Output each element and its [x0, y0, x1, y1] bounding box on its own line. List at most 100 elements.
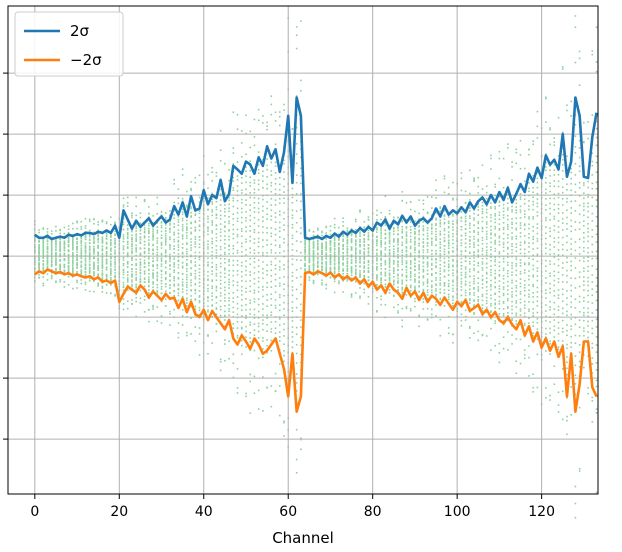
sample-point: [173, 178, 175, 181]
sample-point: [498, 177, 501, 180]
sample-point: [443, 228, 446, 230]
sample-point: [439, 263, 442, 266]
sample-point: [253, 242, 256, 244]
sample-point: [312, 249, 315, 252]
sample-point: [452, 264, 454, 267]
sample-point: [139, 278, 142, 280]
sample-point: [245, 203, 247, 206]
sample-point: [67, 265, 70, 268]
sample-point: [519, 140, 522, 142]
sample-point: [97, 282, 99, 285]
sample-point: [194, 221, 197, 224]
sample-point: [110, 270, 112, 273]
sample-point: [270, 263, 273, 266]
sample-point: [359, 273, 361, 276]
sample-point: [283, 420, 285, 423]
sample-point: [528, 217, 530, 220]
sample-point: [350, 274, 353, 277]
sample-point: [240, 211, 243, 214]
sample-point: [498, 307, 501, 310]
sample-point: [502, 210, 505, 213]
sample-point: [418, 272, 420, 274]
sample-point: [490, 216, 492, 219]
sample-point: [88, 249, 91, 251]
sample-point: [490, 297, 492, 300]
sample-point: [346, 270, 349, 272]
sample-point: [376, 226, 378, 229]
sample-point: [274, 244, 277, 247]
sample-point: [236, 336, 239, 339]
sample-point: [452, 220, 454, 223]
sample-point: [215, 217, 218, 219]
sample-point: [160, 273, 163, 276]
sample-point: [422, 233, 425, 236]
sample-point: [228, 274, 230, 276]
sample-point: [262, 319, 264, 321]
sample-point: [143, 232, 146, 234]
sample-point: [148, 262, 150, 264]
sample-point: [262, 122, 264, 124]
sample-point: [393, 245, 395, 248]
sample-point: [291, 275, 294, 277]
sample-point: [232, 163, 235, 165]
sample-point: [414, 233, 416, 235]
sample-point: [418, 238, 420, 241]
sample-point: [494, 218, 496, 221]
sample-point: [198, 301, 201, 304]
sample-point: [507, 146, 509, 149]
sample-point: [422, 225, 425, 227]
sample-point: [257, 322, 260, 325]
sample-point: [452, 258, 454, 261]
sample-point: [110, 256, 112, 258]
sample-point: [536, 253, 539, 256]
sample-point: [198, 229, 201, 232]
sample-point: [435, 293, 437, 296]
sample-point: [236, 313, 239, 316]
sample-point: [422, 308, 425, 310]
sample-point: [350, 294, 353, 296]
sample-point: [460, 228, 463, 231]
sample-point: [253, 238, 256, 240]
sample-point: [148, 289, 150, 292]
sample-point: [498, 229, 501, 231]
sample-point: [139, 229, 142, 231]
sample-point: [84, 252, 87, 255]
sample-point: [350, 233, 353, 236]
sample-point: [435, 233, 437, 236]
sample-point: [50, 247, 53, 250]
sample-point: [435, 279, 437, 281]
sample-point: [557, 281, 560, 284]
sample-point: [207, 173, 209, 176]
sample-point: [418, 267, 420, 270]
sample-point: [257, 197, 260, 200]
sample-point: [38, 250, 40, 253]
sample-point: [439, 284, 442, 286]
sample-point: [481, 279, 484, 282]
sample-point: [376, 309, 378, 312]
sample-point: [135, 293, 137, 296]
sample-point: [393, 272, 395, 275]
sample-point: [401, 293, 404, 296]
sample-point: [236, 161, 239, 163]
sample-point: [114, 276, 116, 278]
sample-point: [384, 224, 387, 226]
sample-point: [46, 263, 49, 266]
sample-point: [376, 296, 378, 299]
sample-point: [469, 302, 471, 304]
sample-point: [405, 242, 408, 244]
sample-point: [181, 281, 184, 284]
sample-point: [418, 225, 420, 228]
sample-point: [464, 280, 467, 283]
sample-point: [333, 260, 336, 262]
sample-point: [105, 251, 108, 253]
sample-point: [498, 205, 501, 207]
sample-point: [435, 244, 437, 247]
sample-point: [312, 254, 315, 256]
sample-point: [473, 229, 475, 232]
sample-point: [452, 274, 454, 277]
sample-point: [397, 280, 399, 282]
sample-point: [126, 300, 129, 302]
sample-point: [236, 289, 239, 292]
sample-point: [164, 234, 167, 237]
